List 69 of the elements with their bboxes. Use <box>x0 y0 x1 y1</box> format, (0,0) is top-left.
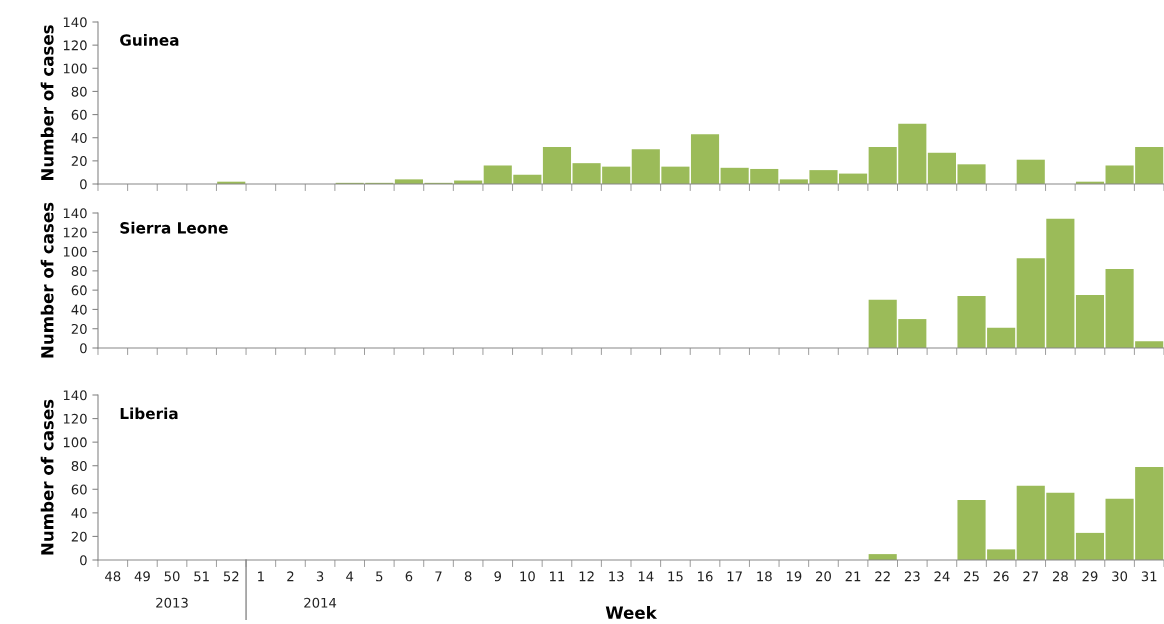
x-tick-label: 5 <box>376 571 383 582</box>
y-tick-label: 40 <box>71 304 87 315</box>
y-tick-label: 40 <box>71 508 87 519</box>
text: 2014 <box>304 597 337 608</box>
x-tick-label: 24 <box>934 571 950 582</box>
x-axis-title: Week <box>605 606 658 619</box>
x-tick-label: 49 <box>134 571 150 582</box>
y-tick-label: 140 <box>63 390 87 401</box>
x-tick-label: 31 <box>1141 571 1157 582</box>
x-tick-label: 27 <box>1023 571 1039 582</box>
y-tick-label: 0 <box>80 343 87 354</box>
y-tick-label: 120 <box>63 40 87 51</box>
text: Guinea <box>120 34 179 46</box>
y-tick-label: 20 <box>71 156 87 167</box>
y-tick-label: 60 <box>71 484 87 495</box>
y-axis-title: Number of cases <box>40 399 54 555</box>
x-tick-label: 50 <box>164 571 180 582</box>
x-tick-label: 22 <box>875 571 890 582</box>
y-tick-label: 0 <box>80 555 87 566</box>
x-tick-label: 13 <box>609 571 624 582</box>
x-tick-label: 9 <box>494 571 502 582</box>
x-tick-label: 6 <box>405 571 413 582</box>
y-axis-title: Number of cases <box>40 202 54 358</box>
y-tick-label: 60 <box>71 109 87 120</box>
y-tick-label: 120 <box>63 227 87 238</box>
y-tick-label: 80 <box>71 86 87 97</box>
x-tick-label: 17 <box>727 571 742 582</box>
y-tick-label: 120 <box>63 413 87 424</box>
text: 2013 <box>156 597 188 608</box>
y-tick-label: 80 <box>71 460 87 471</box>
x-tick-label: 25 <box>964 571 979 582</box>
x-tick-label: 3 <box>316 571 324 582</box>
chart-title: Sierra Leone <box>120 221 228 234</box>
x-tick-label: 14 <box>638 571 654 582</box>
y-tick-label: 100 <box>63 63 87 74</box>
x-tick-label: 4 <box>346 571 354 582</box>
y-tick-label: 20 <box>71 323 87 334</box>
x-tick-label: 19 <box>786 571 802 582</box>
x-tick-label: 16 <box>698 571 713 582</box>
x-tick-label: 7 <box>435 571 442 582</box>
y-tick-label: 140 <box>63 17 87 28</box>
x-tick-label: 2 <box>287 571 294 582</box>
x-tick-label: 18 <box>757 571 772 582</box>
x-tick-label: 52 <box>223 571 239 582</box>
x-tick-label: 8 <box>464 571 472 582</box>
y-axis-title: Number of cases <box>40 25 54 181</box>
y-tick-label: 40 <box>71 132 87 143</box>
y-tick-label: 140 <box>63 208 87 219</box>
text: Liberia <box>120 407 178 420</box>
y-tick-label: 60 <box>71 285 87 296</box>
x-tick-label: 11 <box>550 571 565 582</box>
x-tick-label: 20 <box>816 571 831 582</box>
x-tick-label: 15 <box>668 571 683 582</box>
x-tick-label: 28 <box>1052 571 1068 582</box>
x-tick-label: 12 <box>579 571 594 582</box>
x-tick-label: 29 <box>1082 571 1098 582</box>
x-tick-label: 48 <box>105 571 121 582</box>
x-tick-label: 26 <box>993 571 1009 582</box>
y-tick-label: 80 <box>71 266 87 277</box>
y-tick-label: 20 <box>71 531 87 542</box>
x-tick-label: 23 <box>904 571 920 582</box>
x-tick-label: 1 <box>258 571 264 582</box>
x-tick-label: 30 <box>1112 571 1128 582</box>
x-tick-label: 21 <box>845 571 861 582</box>
y-tick-label: 100 <box>63 437 87 448</box>
y-tick-label: 100 <box>63 246 87 257</box>
x-tick-label: 51 <box>194 571 209 582</box>
x-tick-label: 10 <box>520 571 535 582</box>
y-tick-label: 0 <box>80 179 87 190</box>
